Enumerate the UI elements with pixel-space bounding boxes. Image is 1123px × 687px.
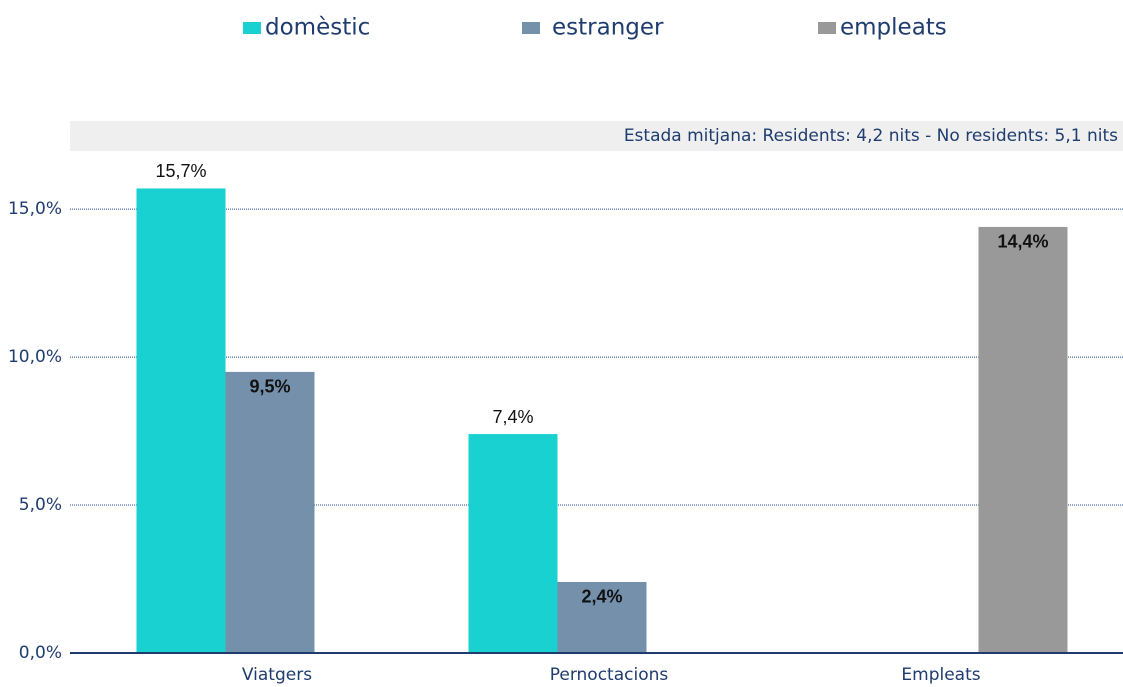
y-tick-label: 0,0% [19,643,62,663]
bar [225,371,315,653]
legend-swatch [818,22,836,34]
value-label: 9,5% [249,377,290,397]
bar [136,188,226,653]
legend-swatch [522,22,540,34]
value-label: 15,7% [155,161,206,181]
bar [468,434,558,653]
value-label: 14,4% [997,232,1048,252]
value-label: 2,4% [581,587,622,607]
annotation: Estada mitjana: Residents: 4,2 nits - No… [624,126,1118,146]
annotation-band [70,121,1123,151]
value-label: 7,4% [492,407,533,427]
x-tick-label: Viatgers [242,665,312,685]
y-tick-label: 5,0% [19,495,62,515]
bar [557,581,647,653]
bar [978,226,1068,653]
legend-label: domèstic [265,15,370,41]
x-tick-label: Pernoctacions [550,665,669,685]
legend-label: estranger [552,15,664,41]
legend-swatch [243,22,261,34]
x-tick-label: Empleats [901,665,980,685]
y-tick-label: 15,0% [8,199,62,219]
y-tick-label: 10,0% [8,347,62,367]
legend-label: empleats [840,15,947,41]
